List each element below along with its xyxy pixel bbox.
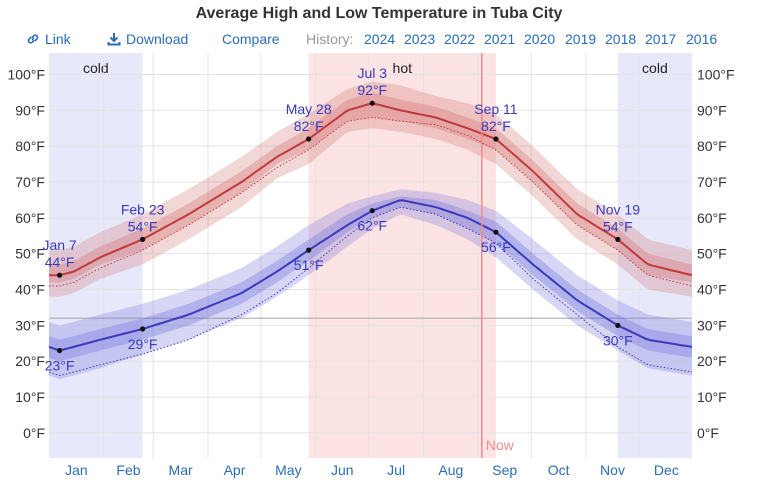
history-year-2022[interactable]: 2022 (444, 31, 476, 47)
high-value-label: 54°F (603, 218, 633, 234)
now-label: Now (486, 437, 515, 453)
season-label-cold: cold (642, 60, 668, 76)
history-year-2017[interactable]: 2017 (645, 31, 677, 47)
month-label-jun: Jun (331, 462, 354, 478)
low-point (615, 322, 621, 328)
low-point (493, 229, 499, 235)
low-point (369, 208, 375, 214)
y-tick-label-right: 70°F (697, 174, 727, 190)
low-line (48, 199, 693, 352)
link-icon (27, 34, 39, 44)
history-year-2019[interactable]: 2019 (565, 31, 597, 47)
y-tick-label-left: 100°F (7, 67, 45, 83)
high-point (306, 136, 312, 142)
low-value-label: 29°F (128, 336, 158, 352)
y-tick-label-left: 30°F (15, 317, 45, 333)
high-band-p10-p90 (49, 81, 692, 297)
high-point (369, 100, 375, 106)
low-value-label: 30°F (603, 332, 633, 348)
history-year-2023[interactable]: 2023 (404, 31, 436, 47)
high-value-label: 54°F (128, 218, 158, 234)
history-year-2016[interactable]: 2016 (686, 31, 718, 47)
download-button[interactable]: Download (107, 31, 188, 47)
download-icon (107, 33, 121, 46)
history-year-2018[interactable]: 2018 (605, 31, 637, 47)
high-value-label: 92°F (357, 82, 387, 98)
y-tick-label-left: 20°F (15, 353, 45, 369)
month-label-oct: Oct (548, 462, 570, 478)
low-band-p25-p75 (49, 196, 692, 362)
low-point (306, 247, 312, 253)
y-tick-label-left: 90°F (15, 102, 45, 118)
chart-title: Average High and Low Temperature in Tuba… (195, 5, 563, 22)
date-label: Jul 3 (357, 65, 387, 81)
y-tick-label-right: 10°F (697, 389, 727, 405)
history-label: History: (306, 31, 354, 47)
y-tick-label-left: 60°F (15, 210, 45, 226)
month-label-apr: Apr (224, 462, 246, 478)
month-label-nov: Nov (600, 462, 625, 478)
month-label-feb: Feb (116, 462, 140, 478)
low-value-label: 51°F (294, 257, 324, 273)
season-band-cold (49, 53, 143, 458)
history-year-2021[interactable]: 2021 (484, 31, 516, 47)
y-tick-label-right: 30°F (697, 317, 727, 333)
high-band-p25-p75 (49, 92, 692, 283)
date-label: Sep 11 (474, 101, 518, 117)
y-tick-label-right: 20°F (697, 353, 727, 369)
high-point (140, 236, 146, 242)
y-tick-label-right: 50°F (697, 246, 727, 262)
y-tick-label-right: 100°F (697, 67, 735, 83)
y-tick-label-right: 80°F (697, 138, 727, 154)
y-tick-label-left: 50°F (15, 246, 45, 262)
toolbar: Link Download Compare History: 2024 2023… (0, 31, 758, 51)
y-tick-label-left: 70°F (15, 174, 45, 190)
high-dotted-line (49, 117, 693, 287)
month-label-aug: Aug (438, 462, 463, 478)
low-value-label: 56°F (481, 239, 511, 255)
y-tick-label-left: 80°F (15, 138, 45, 154)
date-label: Jan 7 (42, 237, 76, 253)
y-tick-label-left: 40°F (15, 282, 45, 298)
low-point (56, 347, 63, 354)
high-value-label: 44°F (45, 254, 75, 270)
date-label: Nov 19 (596, 201, 641, 217)
history-year-2024[interactable]: 2024 (364, 31, 396, 47)
y-tick-label-left: 10°F (15, 389, 45, 405)
month-label-may: May (275, 462, 301, 478)
season-band-hot (308, 53, 496, 458)
season-label-cold: cold (83, 60, 109, 76)
download-label: Download (126, 31, 189, 47)
low-value-label: 62°F (357, 218, 387, 234)
high-point (493, 136, 499, 142)
month-label-jul: Jul (387, 462, 405, 478)
y-tick-label-right: 0°F (697, 425, 719, 441)
low-point (140, 326, 146, 332)
high-point (615, 236, 621, 242)
month-label-dec: Dec (654, 462, 679, 478)
month-label-jan: Jan (65, 462, 88, 478)
y-tick-label-right: 40°F (697, 282, 727, 298)
y-tick-label-right: 90°F (697, 102, 727, 118)
season-label-hot: hot (393, 60, 413, 76)
month-label-sep: Sep (492, 462, 517, 478)
high-line (49, 102, 693, 277)
month-label-mar: Mar (169, 462, 193, 478)
y-tick-label-left: 0°F (23, 425, 45, 441)
link-label: Link (45, 31, 71, 47)
low-value-label: 23°F (45, 357, 75, 373)
high-value-label: 82°F (294, 118, 324, 134)
date-label: Feb 23 (121, 201, 165, 217)
history-year-2020[interactable]: 2020 (524, 31, 556, 47)
link-button[interactable]: Link (26, 31, 71, 47)
high-point (56, 272, 63, 278)
season-band-cold (617, 53, 692, 458)
high-value-label: 82°F (481, 118, 511, 134)
compare-button[interactable]: Compare (222, 31, 280, 47)
low-band-p10-p90 (49, 189, 692, 380)
y-tick-label-right: 60°F (697, 210, 727, 226)
date-label: May 28 (286, 101, 332, 117)
low-dotted-line (48, 206, 693, 377)
